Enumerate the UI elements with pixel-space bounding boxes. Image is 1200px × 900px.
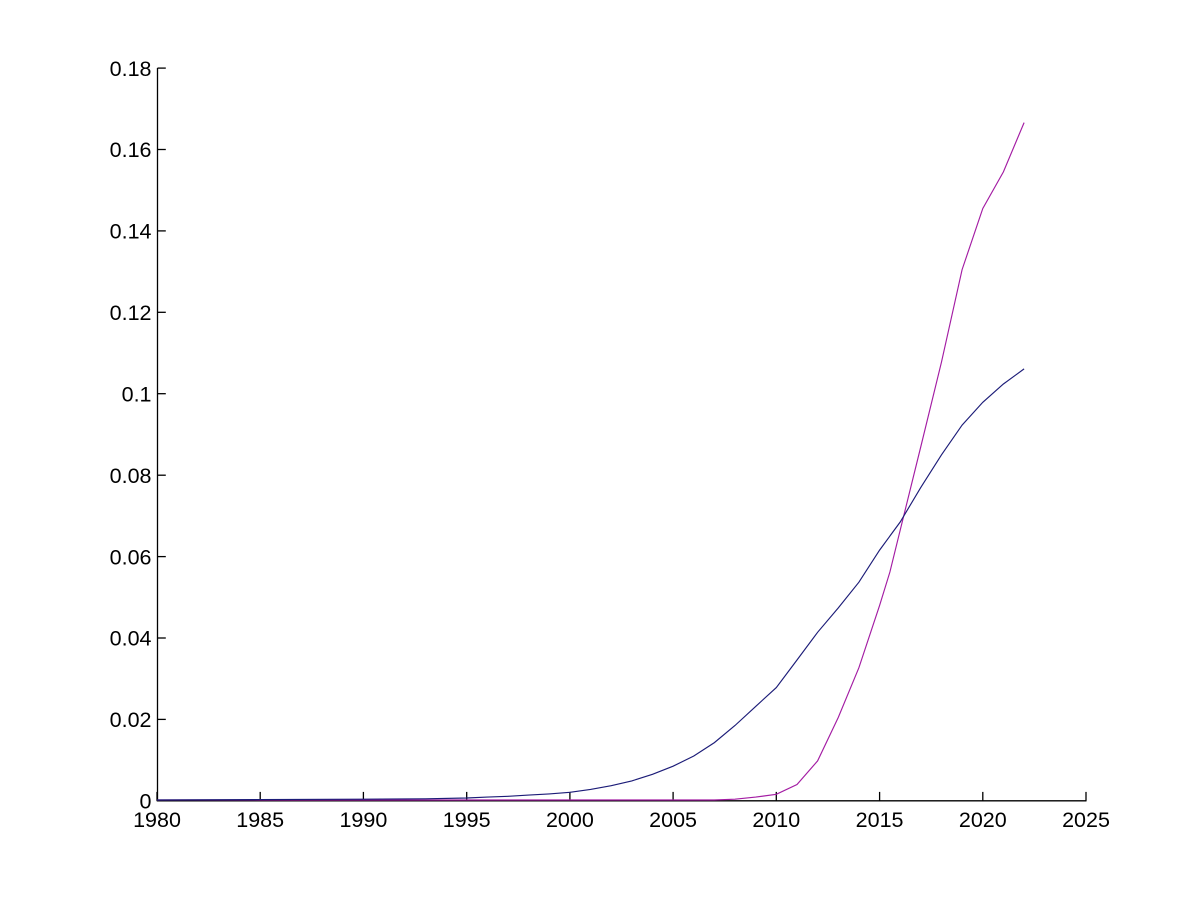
svg-text:1990: 1990 — [339, 808, 387, 832]
svg-text:0.02: 0.02 — [110, 708, 152, 732]
svg-text:1995: 1995 — [443, 808, 491, 832]
svg-text:0.16: 0.16 — [110, 138, 152, 162]
svg-text:2020: 2020 — [959, 808, 1007, 832]
svg-text:1980: 1980 — [133, 808, 181, 832]
svg-text:2025: 2025 — [1062, 808, 1110, 832]
svg-text:2000: 2000 — [546, 808, 594, 832]
svg-text:0.06: 0.06 — [110, 545, 152, 569]
svg-text:0.12: 0.12 — [110, 301, 152, 325]
svg-text:2015: 2015 — [856, 808, 904, 832]
svg-text:2010: 2010 — [752, 808, 800, 832]
svg-text:2005: 2005 — [649, 808, 697, 832]
svg-text:0.14: 0.14 — [110, 220, 152, 244]
svg-text:0.04: 0.04 — [110, 627, 152, 651]
svg-text:0.18: 0.18 — [110, 57, 152, 81]
svg-text:1985: 1985 — [236, 808, 284, 832]
svg-text:0.08: 0.08 — [110, 464, 152, 488]
svg-text:0: 0 — [140, 790, 152, 814]
svg-text:0.1: 0.1 — [122, 382, 152, 406]
